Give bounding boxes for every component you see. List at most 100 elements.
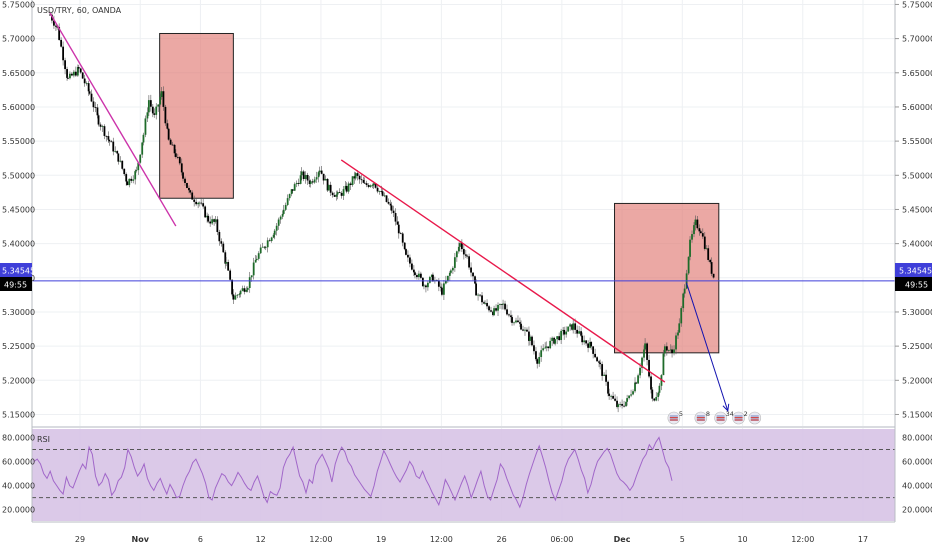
candle-body	[477, 294, 479, 296]
us-flag-event-icon[interactable]: 8	[694, 410, 710, 425]
candle-body	[418, 273, 420, 278]
candle-body	[460, 243, 463, 250]
highlight-box	[614, 202, 720, 354]
candle-body	[338, 192, 341, 193]
us-flag-event-icon[interactable]: 34	[714, 410, 734, 425]
candle-body	[519, 322, 521, 324]
candle-body	[423, 285, 425, 287]
candle-body	[372, 183, 375, 186]
price-tick-label: 5.25000	[2, 342, 35, 351]
candle-body	[167, 128, 170, 140]
candle-body	[405, 249, 407, 255]
candle-body	[112, 141, 115, 152]
candle-body	[336, 192, 339, 195]
rsi-axis[interactable]: 80.0000 80.0000 60.0000 60.0000 40.0000 40.00…	[2, 434, 932, 515]
candle-body	[608, 393, 611, 396]
candle-body	[486, 302, 488, 307]
candle-body	[488, 306, 490, 311]
candle-body	[264, 247, 267, 249]
candle-body	[663, 346, 666, 354]
candle-body	[331, 192, 334, 196]
time-tick-label: Nov	[132, 535, 150, 544]
event-icons[interactable]: 5 8 34 2	[667, 410, 762, 425]
candle-body	[553, 337, 556, 344]
candle-body	[416, 275, 418, 278]
candle-body	[326, 178, 329, 191]
candle-body	[443, 283, 445, 295]
candle-body	[231, 279, 234, 295]
candle-body	[448, 272, 451, 276]
panel-separator[interactable]	[32, 426, 895, 428]
candle-body	[457, 246, 460, 252]
candle-body	[497, 304, 499, 311]
candle-body	[556, 336, 559, 340]
candle-body	[508, 314, 510, 316]
time-axis[interactable]: 29 Nov 6 12 12:00 19 12:00 26 06:00 Dec 5 10 12:00 17	[75, 535, 868, 544]
candle-body	[288, 194, 291, 199]
candle-body	[605, 374, 607, 382]
candle-body	[311, 181, 314, 183]
right-countdown-badge	[895, 277, 932, 291]
candle-body	[493, 308, 495, 316]
candle-body	[639, 367, 641, 376]
candle-body	[490, 310, 492, 312]
candle-body	[450, 270, 452, 273]
candle-body	[92, 101, 95, 108]
candle-body	[149, 100, 152, 107]
us-flag-event-icon[interactable]	[748, 411, 762, 425]
candle-body	[105, 135, 108, 137]
candle-body	[376, 187, 379, 192]
rsi-tick-label: 80.0000	[2, 434, 35, 443]
candle-body	[394, 213, 397, 222]
candle-body	[590, 341, 593, 347]
candle-body	[220, 241, 223, 244]
candle-body	[515, 320, 517, 323]
candle-body	[103, 126, 106, 136]
candle-body	[430, 274, 433, 278]
price-tick-label: 5.55000	[902, 137, 932, 146]
candle-body	[403, 242, 406, 250]
candle-body	[87, 83, 90, 92]
candle-body	[650, 376, 652, 390]
us-flag-event-icon[interactable]: 2	[732, 410, 748, 425]
candle-body	[176, 156, 179, 158]
candle-body	[266, 240, 269, 248]
candle-body	[712, 273, 715, 278]
candle-body	[97, 115, 100, 125]
candle-body	[64, 60, 66, 70]
candle-body	[385, 195, 388, 202]
candle-body	[225, 262, 228, 264]
candle-body	[680, 308, 683, 324]
candle-body	[689, 239, 691, 257]
candle-body	[707, 248, 710, 260]
rsi-band	[32, 429, 895, 521]
candle-body	[444, 280, 447, 284]
candle-body	[191, 192, 194, 200]
candle-body	[119, 160, 122, 162]
candle-body	[259, 247, 262, 254]
price-tick-label: 5.45000	[2, 205, 35, 214]
candle-body	[286, 198, 289, 205]
candle-body	[643, 349, 645, 358]
trendline	[340, 159, 666, 383]
candle-body	[363, 182, 366, 184]
candle-body	[270, 237, 273, 241]
candle-body	[635, 382, 637, 384]
candle-body	[284, 204, 287, 210]
candle-body	[358, 175, 361, 180]
trendlines[interactable]	[49, 12, 730, 412]
candle-body	[446, 275, 449, 281]
rsi-tick-label: 40.0000	[902, 482, 932, 491]
candle-body	[243, 288, 246, 292]
flag-icon	[734, 417, 743, 419]
candle-body	[134, 171, 137, 180]
candle-body	[178, 157, 181, 164]
candle-body	[123, 168, 126, 175]
us-flag-event-icon[interactable]: 5	[667, 410, 683, 425]
candle-body	[390, 205, 393, 211]
candle-body	[209, 221, 212, 224]
right-countdown-label: 49:55	[905, 281, 928, 290]
candle-body	[511, 317, 513, 323]
price-tick-label: 5.60000	[2, 103, 35, 112]
